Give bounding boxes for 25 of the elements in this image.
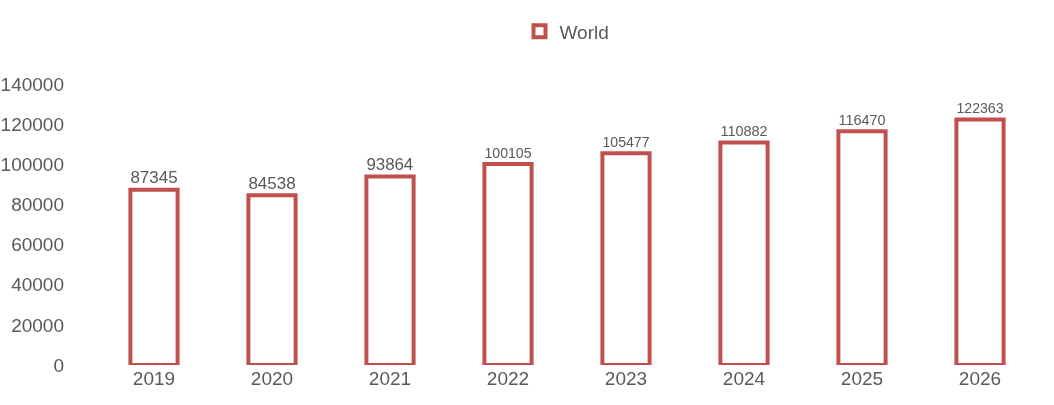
x-tick-label: 2026 [958, 368, 1002, 389]
x-tick-label: 2022 [486, 368, 530, 389]
x-tick-label: 2019 [132, 368, 176, 389]
y-tick-label: 80000 [11, 194, 64, 216]
data-label: 87345 [130, 168, 178, 188]
x-tick-label: 2023 [604, 368, 648, 389]
y-tick-label: 0 [53, 354, 64, 376]
data-label: 116470 [838, 112, 886, 129]
y-tick-label: 60000 [11, 234, 64, 256]
legend-label: World [559, 21, 609, 43]
x-tick-label: 2020 [250, 368, 294, 389]
y-tick-label: 20000 [11, 314, 64, 336]
y-tick-label: 140000 [0, 73, 64, 95]
y-tick-label: 40000 [11, 274, 64, 296]
data-label: 105477 [602, 134, 650, 151]
data-label: 84538 [248, 173, 296, 193]
y-tick-label: 100000 [0, 153, 64, 175]
y-tick-label: 120000 [0, 113, 64, 135]
x-tick-label: 2024 [722, 368, 766, 389]
x-tick-label: 2025 [840, 368, 884, 389]
data-label: 93864 [366, 155, 414, 175]
data-label: 100105 [484, 145, 532, 162]
data-label: 122363 [956, 100, 1004, 117]
x-tick-label: 2021 [368, 368, 412, 389]
data-label: 110882 [720, 123, 768, 140]
